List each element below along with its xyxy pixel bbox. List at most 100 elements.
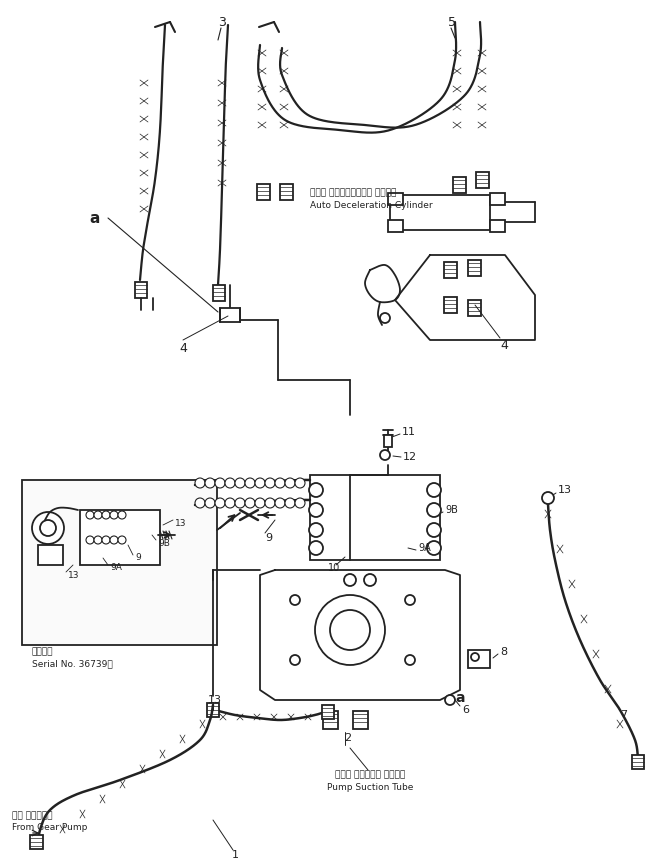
Circle shape (94, 536, 102, 544)
Text: 4: 4 (179, 342, 187, 355)
Circle shape (215, 498, 225, 508)
Bar (384, 435, 392, 447)
Circle shape (195, 498, 205, 508)
Text: From Gear Pump: From Gear Pump (12, 823, 88, 833)
Text: 4: 4 (500, 338, 508, 351)
Text: 適用号機: 適用号機 (32, 647, 54, 657)
Bar (22, 480, 217, 645)
Bar (322, 705, 334, 719)
Bar (213, 285, 225, 301)
Circle shape (225, 498, 235, 508)
Circle shape (265, 478, 275, 488)
Circle shape (118, 511, 126, 519)
Text: 1: 1 (232, 850, 238, 860)
Text: 8: 8 (500, 647, 507, 657)
Text: オート デセラレーション シリンダ: オート デセラレーション シリンダ (310, 188, 396, 198)
Text: a: a (90, 211, 100, 225)
Text: Auto Deceleration Cylinder: Auto Deceleration Cylinder (310, 200, 433, 210)
Circle shape (102, 536, 110, 544)
Text: 11: 11 (402, 427, 416, 437)
Circle shape (32, 512, 64, 544)
Bar (280, 184, 293, 200)
Circle shape (94, 511, 102, 519)
Circle shape (471, 653, 479, 661)
Circle shape (285, 478, 295, 488)
Bar (490, 193, 505, 205)
Text: ポンプ サクション チューブ: ポンプ サクション チューブ (335, 771, 405, 779)
Text: Pump Suction Tube: Pump Suction Tube (326, 783, 413, 791)
Circle shape (330, 610, 370, 650)
Circle shape (205, 478, 215, 488)
Bar (30, 835, 43, 849)
Circle shape (445, 695, 455, 705)
Circle shape (205, 498, 215, 508)
Bar (453, 177, 466, 193)
Bar (257, 184, 270, 200)
Circle shape (225, 478, 235, 488)
Text: 9A: 9A (418, 543, 431, 553)
Bar (38, 545, 63, 565)
Bar (323, 711, 338, 729)
Circle shape (40, 520, 56, 536)
Bar (310, 475, 440, 560)
Text: 10: 10 (328, 563, 340, 573)
Circle shape (380, 450, 390, 460)
Circle shape (315, 595, 385, 665)
Text: 6: 6 (462, 705, 469, 715)
Text: 9B: 9B (445, 505, 458, 515)
Circle shape (295, 498, 305, 508)
Circle shape (309, 483, 323, 497)
Circle shape (110, 536, 118, 544)
Circle shape (290, 595, 300, 605)
Bar (444, 262, 457, 278)
Circle shape (309, 523, 323, 537)
Bar (632, 755, 644, 769)
Text: 13: 13 (208, 695, 222, 705)
Circle shape (290, 655, 300, 665)
Text: 3: 3 (218, 16, 226, 28)
Circle shape (427, 483, 441, 497)
Text: a: a (455, 691, 464, 705)
Bar (476, 172, 489, 188)
Text: 7: 7 (620, 710, 627, 720)
Circle shape (309, 503, 323, 517)
Circle shape (427, 523, 441, 537)
Circle shape (86, 511, 94, 519)
Circle shape (405, 595, 415, 605)
Circle shape (255, 498, 265, 508)
Circle shape (235, 498, 245, 508)
Circle shape (235, 478, 245, 488)
Circle shape (309, 541, 323, 555)
Circle shape (265, 498, 275, 508)
Circle shape (542, 492, 554, 504)
Circle shape (427, 541, 441, 555)
Circle shape (295, 478, 305, 488)
Text: 13: 13 (68, 570, 80, 579)
Text: 9: 9 (265, 533, 272, 543)
Bar (353, 711, 368, 729)
Circle shape (245, 498, 255, 508)
Bar (135, 282, 147, 298)
Circle shape (427, 503, 441, 517)
Circle shape (118, 536, 126, 544)
Circle shape (102, 511, 110, 519)
Text: Serial No. 36739～: Serial No. 36739～ (32, 659, 113, 669)
Circle shape (195, 478, 205, 488)
Text: 9B: 9B (158, 539, 170, 547)
Text: 12: 12 (403, 452, 417, 462)
Text: 2: 2 (344, 733, 351, 743)
Circle shape (275, 498, 285, 508)
Bar (388, 193, 403, 205)
Bar (468, 260, 481, 276)
Text: 9: 9 (135, 553, 141, 563)
Circle shape (275, 478, 285, 488)
Circle shape (245, 478, 255, 488)
Bar (468, 300, 481, 316)
Text: 13: 13 (175, 519, 187, 527)
Circle shape (110, 511, 118, 519)
Circle shape (364, 574, 376, 586)
Bar (388, 220, 403, 232)
Circle shape (405, 655, 415, 665)
Circle shape (215, 478, 225, 488)
Bar (444, 297, 457, 313)
